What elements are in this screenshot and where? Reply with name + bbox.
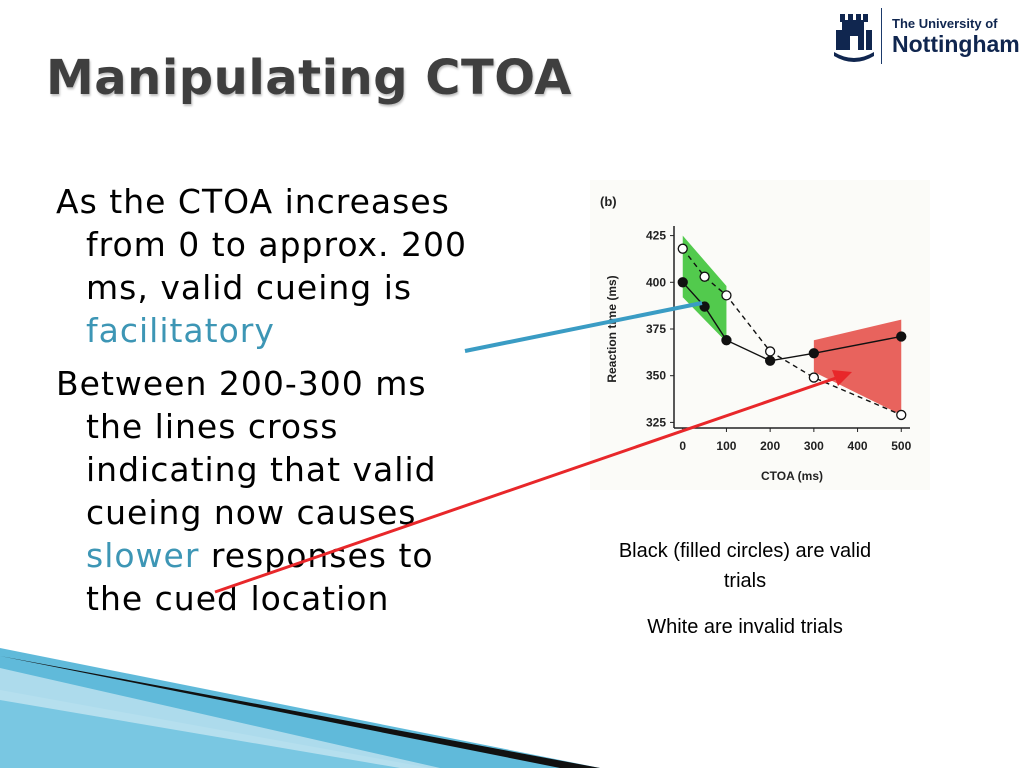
page-title: Manipulating CTOA (46, 50, 572, 106)
y-tick-label: 425 (646, 229, 666, 243)
invalid-data-point (896, 409, 907, 421)
valid-data-point (677, 277, 688, 288)
y-tick-label: 325 (646, 415, 666, 429)
caption-invalid-trials: White are invalid trials (647, 616, 843, 638)
panel-label: (b) (600, 194, 617, 209)
valid-data-point (808, 348, 820, 359)
y-tick-label: 375 (646, 322, 666, 336)
y-axis-label: Reaction time (ms) (605, 275, 619, 382)
x-axis-label: CTOA (ms) (761, 469, 823, 483)
invalid-data-point (721, 290, 732, 301)
logo-text-line2: Nottingham (892, 31, 1020, 57)
reaction-time-chart: 325 350 375 400 425 0 100 200 300 400 500 (b) CTOA (… (590, 180, 930, 490)
bullet-lines-cross: Between 200-300 ms the lines cross indic… (56, 362, 486, 620)
valid-data-point (896, 331, 907, 342)
university-logo: The University of Nottingham (832, 6, 1022, 66)
chart-svg: 325 350 375 400 425 0 100 200 300 400 500 (b) CTOA (… (590, 180, 930, 490)
x-tick-label: 200 (760, 439, 780, 453)
invalid-data-point (808, 372, 820, 383)
caption-valid-trials: Black (filled circles) are valid trials (618, 540, 872, 592)
invalid-data-point (699, 271, 710, 282)
bullet1-text: As the CTOA increases from 0 to approx. … (56, 182, 468, 307)
x-tick-label: 0 (679, 439, 686, 453)
logo-divider (881, 8, 882, 64)
logo-text-line1: The University of (892, 16, 998, 31)
x-tick-label: 300 (804, 439, 824, 453)
red-region (813, 319, 902, 415)
facilitatory-word: facilitatory (86, 311, 275, 350)
slower-word: slower (86, 536, 200, 575)
bullet2-text: Between 200-300 ms the lines cross indic… (56, 364, 437, 532)
x-tick-label: 100 (716, 439, 736, 453)
valid-data-point (721, 335, 732, 346)
invalid-data-point (764, 346, 776, 357)
green-region (682, 235, 727, 343)
x-tick-label: 400 (848, 439, 868, 453)
valid-data-point (764, 355, 776, 366)
castle-crest-icon (834, 14, 874, 62)
y-tick-label: 400 (646, 275, 666, 289)
bullet-ctoa-facilitatory: As the CTOA increases from 0 to approx. … (56, 180, 486, 352)
body-text: As the CTOA increases from 0 to approx. … (56, 180, 486, 630)
valid-data-point (699, 301, 710, 312)
x-tick-label: 500 (891, 439, 911, 453)
y-tick-label: 350 (646, 369, 666, 383)
invalid-data-point (677, 243, 688, 254)
